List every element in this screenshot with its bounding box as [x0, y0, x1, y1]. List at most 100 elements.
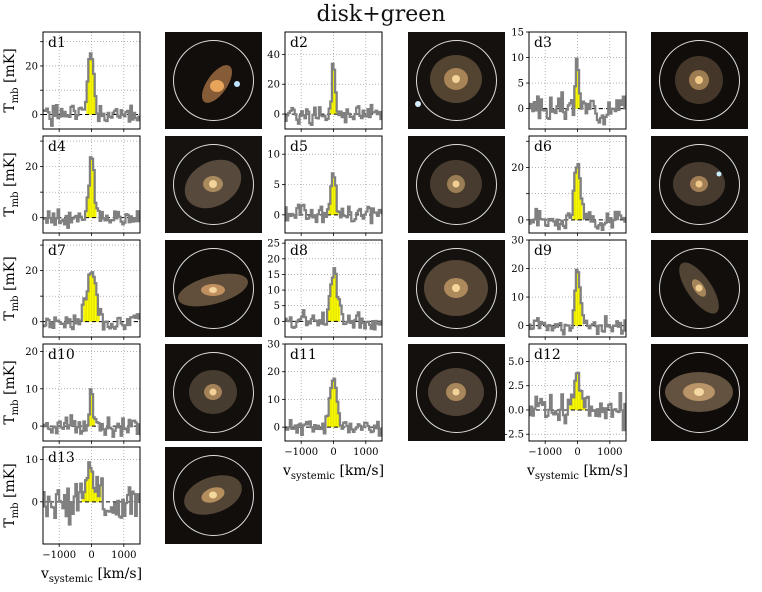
galaxy-image-d11	[408, 344, 505, 441]
panel-label: d7	[48, 243, 66, 259]
ytick-label: 10	[25, 455, 38, 466]
ytick-label: 10	[267, 395, 280, 406]
panel-label: d8	[290, 243, 308, 259]
ytick-label: 10	[511, 53, 524, 64]
ytick-label: 10	[267, 150, 280, 161]
ytick-label: 0	[518, 104, 524, 115]
panel-label: d4	[48, 139, 66, 155]
ytick-label: 30	[267, 340, 280, 351]
ytick-label: 0	[32, 110, 38, 121]
spectrum-panel-d3: 0 5 10 15 d3	[511, 28, 627, 132]
galaxy-image-d4	[165, 136, 262, 233]
galaxy-image-d13	[165, 447, 262, 544]
panel-label: d2	[290, 35, 308, 51]
spectrum-line	[43, 271, 140, 331]
ytick-label: 0	[32, 213, 38, 224]
galaxy-image-d10	[165, 344, 262, 441]
xtick-label: −1000	[528, 447, 562, 458]
spectrum-line	[285, 377, 382, 437]
spectrum-line	[529, 268, 626, 336]
spectrum-panel-d1: 0 20 d1	[25, 31, 141, 132]
y-axis-label: Tmb [mK]	[2, 256, 21, 320]
galaxy-image-d6	[651, 136, 748, 233]
galaxy-image-d1	[165, 32, 262, 129]
ytick-label: 20	[25, 266, 38, 277]
spectrum-panel-d5: 0 5 10 d5	[267, 135, 383, 236]
ytick-label: 5.0	[508, 357, 524, 368]
figure-title: disk+green	[316, 2, 446, 27]
ytick-label: 5	[274, 301, 280, 312]
spectrum-panel-d13: 0 10 −1000 0 1000 d13 vsystemic [km/s]	[25, 446, 142, 585]
spectrum-line	[529, 162, 626, 232]
panel-label: d11	[290, 347, 317, 363]
spectrum-panel-d10: 0 10 20 d10	[25, 343, 141, 444]
spectrum-panel-d8: 0 5 10 15 20 25 d8	[267, 239, 383, 340]
panel-label: d10	[48, 347, 75, 363]
ytick-label: 10	[25, 384, 38, 395]
ytick-label: 20	[511, 163, 524, 174]
xtick-label: 1000	[597, 447, 622, 458]
panel-label: d6	[534, 139, 552, 155]
panel-label: d13	[48, 450, 75, 466]
ytick-label: 40	[267, 50, 280, 61]
spectrum-line	[43, 52, 140, 127]
spectrum-line	[529, 371, 626, 432]
ytick-label: 30	[511, 236, 524, 247]
y-axis-label: Tmb [mK]	[2, 152, 21, 216]
ytick-label: 0	[274, 210, 280, 221]
ytick-label: 20	[25, 162, 38, 173]
galaxy-image-d5	[408, 136, 505, 233]
ytick-label: 15	[267, 270, 280, 281]
ytick-label: 0	[518, 321, 524, 332]
ytick-label: 2.5	[508, 381, 524, 392]
ytick-label: 0	[274, 423, 280, 434]
ytick-label: 0	[274, 110, 280, 121]
galaxy-image-d9	[651, 240, 748, 337]
ytick-label: 0	[32, 317, 38, 328]
panel-label: d5	[290, 139, 308, 155]
spectrum-panel-d6: 0 20 d6	[511, 135, 627, 236]
xtick-label: 0	[88, 550, 94, 561]
panel-label: d12	[534, 347, 561, 363]
y-axis-label: Tmb [mK]	[2, 360, 21, 424]
ytick-label: 20	[25, 347, 38, 358]
ytick-label: 20	[511, 264, 524, 275]
y-axis-label: Tmb [mK]	[2, 48, 21, 112]
ytick-label: 15	[511, 28, 524, 39]
ytick-label: 20	[267, 367, 280, 378]
spectrum-panel-d7: 0 20 d7	[25, 239, 141, 340]
y-axis-label: Tmb [mK]	[2, 463, 21, 527]
ytick-label: 0.0	[508, 405, 524, 416]
galaxy-image-d8	[408, 240, 505, 337]
xtick-label: 1000	[353, 447, 378, 458]
ytick-label: 10	[267, 286, 280, 297]
spectrum-line	[43, 461, 140, 526]
spectrum-line	[43, 156, 140, 229]
galaxy-image-d7	[165, 240, 262, 337]
ytick-label: 20	[25, 61, 38, 72]
ytick-label: 5	[518, 79, 524, 90]
ytick-label: 0	[32, 497, 38, 508]
spectrum-panel-d4: 0 20 d4	[25, 135, 141, 236]
ytick-label: 10	[511, 293, 524, 304]
spectrum-panel-d12: −2.5 0.0 2.5 5.0 −1000 0 1000 d12 vsystemic [km/…	[500, 343, 628, 482]
xtick-label: 0	[330, 447, 336, 458]
galaxy-image-d2	[408, 32, 505, 129]
galaxy-image-d12	[651, 344, 748, 441]
spectrum-panel-d11: 0 10 20 30 −1000 0 1000 d11 vsystemic [km/s]	[267, 340, 384, 483]
galaxy-image-d3	[651, 32, 748, 129]
ytick-label: 0	[518, 215, 524, 226]
xtick-label: −1000	[42, 550, 76, 561]
ytick-label: 20	[267, 254, 280, 265]
ytick-label: 0	[32, 422, 38, 433]
x-axis-label: vsystemic [km/s]	[282, 463, 384, 482]
spectrum-line	[529, 57, 626, 126]
ytick-label: 5	[274, 180, 280, 191]
ytick-label: 0	[274, 317, 280, 328]
x-axis-label: vsystemic [km/s]	[40, 566, 142, 585]
xtick-label: 1000	[111, 550, 136, 561]
panel-label: d9	[534, 243, 552, 259]
panel-label: d1	[48, 35, 66, 51]
spectrum-panel-d2: 0 20 40 d2	[267, 31, 383, 132]
